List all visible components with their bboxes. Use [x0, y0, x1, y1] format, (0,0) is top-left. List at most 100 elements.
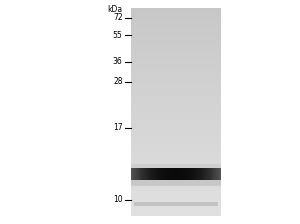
Bar [130, 106, 220, 108]
Bar [130, 41, 220, 42]
Bar [175, 168, 176, 180]
Bar [130, 34, 220, 36]
Bar [130, 9, 220, 11]
Bar [130, 29, 220, 30]
Bar [130, 37, 220, 38]
Bar [130, 179, 220, 180]
Bar [130, 20, 220, 21]
Bar [130, 84, 220, 85]
Bar [147, 168, 148, 180]
Bar [163, 168, 164, 180]
Bar [130, 142, 220, 144]
Bar [189, 168, 190, 180]
Bar [130, 142, 220, 143]
Bar [130, 65, 220, 66]
Bar [130, 37, 220, 38]
Bar [146, 168, 147, 180]
Bar [130, 11, 220, 12]
Bar [130, 104, 220, 106]
Bar [130, 203, 220, 204]
Bar [130, 54, 220, 56]
Bar [167, 168, 168, 180]
Bar [130, 208, 220, 210]
Bar [211, 168, 212, 180]
Bar [130, 163, 220, 164]
Bar [130, 172, 220, 173]
Bar [130, 32, 220, 33]
Bar [130, 99, 220, 100]
Bar [153, 168, 154, 180]
Bar [130, 77, 220, 79]
Bar [130, 118, 220, 119]
Bar [130, 198, 220, 199]
Bar [130, 102, 220, 103]
Bar [134, 168, 135, 180]
Bar [130, 116, 220, 117]
Bar [144, 168, 145, 180]
Bar [200, 168, 201, 180]
Bar [130, 121, 220, 122]
Bar [130, 66, 220, 67]
Bar [137, 168, 138, 180]
Bar [157, 168, 158, 180]
Bar [130, 190, 220, 192]
Bar [130, 101, 220, 102]
Bar [130, 27, 220, 29]
Bar [130, 55, 220, 56]
Bar [130, 131, 220, 133]
Bar [130, 54, 220, 55]
Bar [130, 25, 220, 26]
Bar [199, 168, 200, 180]
Bar [203, 168, 205, 180]
Bar [130, 47, 220, 48]
Bar [130, 182, 220, 183]
Bar [130, 127, 220, 128]
Bar [184, 168, 185, 180]
Bar [130, 63, 220, 64]
Bar [215, 168, 216, 180]
Bar [130, 214, 220, 215]
Bar [130, 51, 220, 52]
Bar [130, 13, 220, 15]
Text: kDa: kDa [107, 6, 122, 15]
Bar [130, 128, 220, 129]
Bar [130, 149, 220, 150]
Bar [130, 164, 220, 165]
Bar [130, 176, 220, 177]
Bar [130, 165, 220, 167]
Bar [130, 30, 220, 31]
Bar [130, 93, 220, 95]
Bar [130, 109, 220, 110]
Bar [130, 77, 220, 78]
Bar [130, 193, 220, 194]
Bar [130, 113, 220, 115]
Bar [130, 115, 220, 117]
Bar [130, 154, 220, 155]
Bar [130, 184, 220, 185]
Bar [130, 41, 220, 43]
Bar [130, 24, 220, 25]
Bar [130, 169, 220, 170]
Bar [130, 107, 220, 108]
Bar [130, 115, 220, 116]
Bar [130, 76, 220, 77]
Bar [173, 168, 174, 180]
Bar [150, 168, 152, 180]
Bar [130, 113, 220, 114]
Bar [130, 53, 220, 54]
Bar [130, 154, 220, 155]
Bar [130, 189, 220, 190]
Bar [130, 110, 220, 111]
Bar [130, 19, 220, 20]
Bar [130, 36, 220, 37]
Bar [130, 130, 220, 131]
Bar [130, 112, 220, 113]
Bar [130, 124, 220, 125]
Bar [130, 60, 220, 61]
Bar [135, 168, 136, 180]
Bar [130, 84, 220, 86]
Bar [130, 82, 220, 83]
Bar [130, 120, 220, 121]
Bar [130, 90, 220, 91]
Bar [130, 135, 220, 136]
